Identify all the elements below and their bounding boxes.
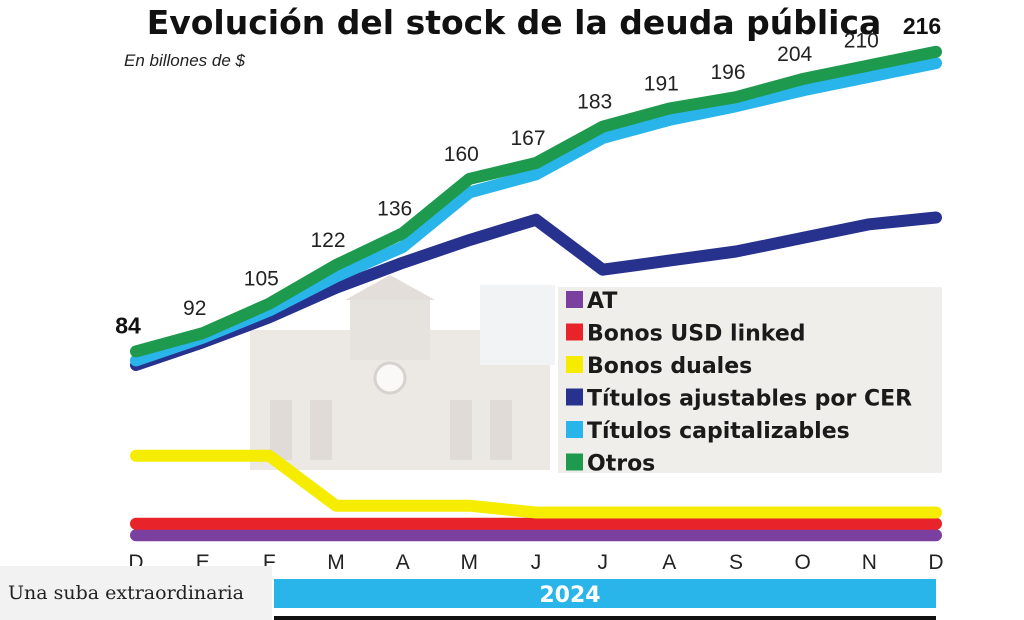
x-tick-label: N xyxy=(862,551,877,574)
year-bar xyxy=(274,579,936,608)
x-tick-label: A xyxy=(662,551,676,574)
total-label: 196 xyxy=(710,61,745,84)
total-label: 84 xyxy=(115,312,141,338)
x-tick-label: M xyxy=(461,551,479,574)
x-tick-label: D xyxy=(928,551,943,574)
x-tick-label: S xyxy=(729,551,743,574)
series-line-5 xyxy=(130,45,942,358)
chart-subtitle: En billones de $ xyxy=(124,51,246,70)
total-label: 167 xyxy=(510,127,545,150)
series-line-2 xyxy=(130,449,942,519)
x-tick-label: J xyxy=(531,551,542,574)
total-label: 160 xyxy=(444,143,479,166)
legend-label: Títulos ajustables por CER xyxy=(587,387,912,412)
series-line-3 xyxy=(130,211,942,371)
legend-label: Títulos capitalizables xyxy=(587,419,850,444)
building-illustration xyxy=(250,275,555,470)
total-labels: 84 92 105 122 136 160 167 183 191 196 204 210 216 xyxy=(115,13,941,339)
year-bar-underline xyxy=(274,616,936,620)
total-label: 183 xyxy=(577,91,612,114)
series-lines xyxy=(130,45,942,542)
x-tick-label: M xyxy=(327,551,345,574)
total-label: 92 xyxy=(183,297,206,320)
series-line-4 xyxy=(130,57,942,367)
year-label: 2024 xyxy=(539,583,600,608)
total-label: 136 xyxy=(377,197,412,220)
legend-swatch xyxy=(566,421,583,438)
total-label: 210 xyxy=(844,29,879,52)
total-label: 216 xyxy=(903,13,941,39)
legend-swatch xyxy=(566,356,583,373)
legend-swatch xyxy=(566,388,583,406)
caption: Una suba extraordinaria xyxy=(0,566,272,620)
total-label: 204 xyxy=(777,43,812,66)
legend-swatch xyxy=(566,453,583,471)
legend-label: AT xyxy=(587,289,617,314)
total-label: 191 xyxy=(644,73,679,96)
total-label: 105 xyxy=(244,268,279,291)
legend: AT Bonos USD linked Bonos duales Títulos aj… xyxy=(566,289,912,477)
x-tick-label: A xyxy=(396,551,410,574)
legend-background xyxy=(558,287,942,473)
legend-label: Bonos duales xyxy=(587,354,752,379)
legend-swatch xyxy=(566,323,583,341)
x-tick-label: O xyxy=(795,551,811,574)
legend-label: Bonos USD linked xyxy=(587,322,806,347)
legend-label: Otros xyxy=(587,452,655,477)
chart-title: Evolución del stock de la deuda pública xyxy=(147,3,882,42)
legend-swatch xyxy=(566,291,583,308)
x-tick-label: J xyxy=(597,551,608,574)
total-label: 122 xyxy=(310,229,345,252)
